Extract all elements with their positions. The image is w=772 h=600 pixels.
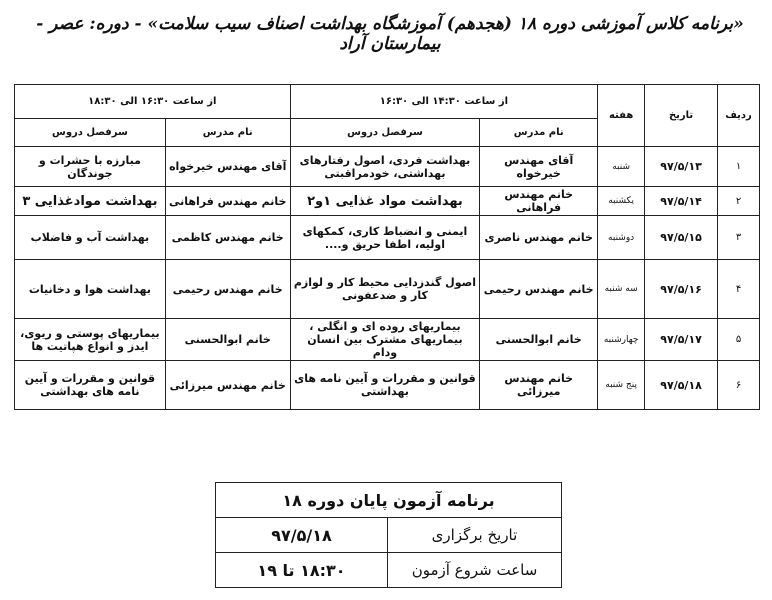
weekday-cell: دوشنبه bbox=[597, 215, 646, 260]
slot1-topic: قوانین و مقررات و آیین نامه های بهداشتی bbox=[289, 360, 481, 410]
table-row: ۳ ۹۷/۵/۱۵ دوشنبه خانم مهندس ناصری ایمنی و ان… bbox=[14, 215, 760, 260]
slot1-teacher: خانم مهندس فراهانی bbox=[479, 186, 599, 216]
weekday-cell: چهارشنبه bbox=[597, 318, 646, 361]
slot1-topic: بهداشت فردی، اصول رفتارهای بهداشتی، خودم… bbox=[289, 146, 481, 187]
table-row: ۲ ۹۷/۵/۱۴ یکشنبه خانم مهندس فراهانی بهداشت م… bbox=[14, 186, 760, 216]
row-number: ۴ bbox=[717, 259, 760, 319]
table-row: ۵ ۹۷/۵/۱۷ چهارشنبه خانم ابوالحسنی بیماریهای … bbox=[14, 318, 760, 361]
slot2-topic: بهداشت آب و فاضلاب bbox=[14, 215, 166, 260]
date-cell: ۹۷/۵/۱۷ bbox=[644, 318, 719, 361]
header-teacher: نام مدرس bbox=[479, 118, 599, 147]
row-number: ۶ bbox=[717, 360, 760, 410]
slot1-teacher: خانم مهندس رحیمی bbox=[479, 259, 599, 319]
schedule-table: ردیف تاریخ هفته از ساعت ۱۴:۳۰ الی ۱۶:۳۰ … bbox=[14, 84, 760, 410]
slot1-topic: اصول گندزدایی محیط کار و لوازم کار و ضدع… bbox=[289, 259, 481, 319]
header-weekday: هفته bbox=[597, 84, 646, 147]
date-cell: ۹۷/۵/۱۶ bbox=[644, 259, 719, 319]
date-cell: ۹۷/۵/۱۴ bbox=[644, 186, 719, 216]
exam-time: ۱۸:۳۰ تا ۱۹ bbox=[215, 552, 388, 588]
exam-time-label: ساعت شروع آزمون bbox=[387, 552, 562, 588]
row-number: ۳ bbox=[717, 215, 760, 260]
table-row: ۶ ۹۷/۵/۱۸ پنج شنبه خانم مهندس میرزائی قوانین… bbox=[14, 360, 760, 410]
slot2-teacher: خانم ابوالحسنی bbox=[164, 318, 291, 361]
slot2-teacher: خانم مهندس رحیمی bbox=[164, 259, 291, 319]
header-slot1: از ساعت ۱۴:۳۰ الی ۱۶:۳۰ bbox=[289, 84, 599, 119]
table-row: ۱ ۹۷/۵/۱۳ شنبه آقای مهندس خیرخواه بهداشت فرد… bbox=[14, 146, 760, 187]
slot2-topic: بیماریهای پوستی و ریوی، ایدز و انواع هپا… bbox=[14, 318, 166, 361]
slot2-topic: بهداشت موادغذایی ۳ bbox=[14, 186, 166, 216]
header-slot2: از ساعت ۱۶:۳۰ الی ۱۸:۳۰ bbox=[14, 84, 291, 119]
slot1-teacher: آقای مهندس خیرخواه bbox=[479, 146, 599, 187]
header-date: تاریخ bbox=[644, 84, 719, 147]
weekday-cell: پنج شنبه bbox=[597, 360, 646, 410]
header-row-number: ردیف bbox=[717, 84, 760, 147]
slot1-teacher: خانم مهندس میرزائی bbox=[479, 360, 599, 410]
slot2-topic: قوانین و مقررات و آیین نامه های بهداشتی bbox=[14, 360, 166, 410]
header-teacher: نام مدرس bbox=[164, 118, 291, 147]
slot2-topic: مبارزه با حشرات و جوندگان bbox=[14, 146, 166, 187]
date-cell: ۹۷/۵/۱۳ bbox=[644, 146, 719, 187]
header-topic: سرفصل دروس bbox=[289, 118, 481, 147]
exam-date: ۹۷/۵/۱۸ bbox=[215, 517, 388, 553]
slot1-teacher: خانم ابوالحسنی bbox=[479, 318, 599, 361]
table-row: ۴ ۹۷/۵/۱۶ سه شنبه خانم مهندس رحیمی اصول گندز… bbox=[14, 259, 760, 319]
slot2-teacher: خانم مهندس کاظمی bbox=[164, 215, 291, 260]
weekday-cell: شنبه bbox=[597, 146, 646, 187]
document-title: «برنامه کلاس آموزشی دوره ۱۸ (هجدهم) آموز… bbox=[36, 14, 744, 54]
exam-title: برنامه آزمون پایان دوره ۱۸ bbox=[215, 482, 562, 518]
slot1-topic: بهداشت مواد غذایی ۱و۲ bbox=[289, 186, 481, 216]
date-cell: ۹۷/۵/۱۸ bbox=[644, 360, 719, 410]
date-cell: ۹۷/۵/۱۵ bbox=[644, 215, 719, 260]
row-number: ۵ bbox=[717, 318, 760, 361]
row-number: ۱ bbox=[717, 146, 760, 187]
slot1-topic: بیماریهای روده ای و انگلی ، بیماریهای مش… bbox=[289, 318, 481, 361]
slot2-teacher: خانم مهندس فراهانی bbox=[164, 186, 291, 216]
slot2-teacher: خانم مهندس میرزائی bbox=[164, 360, 291, 410]
exam-date-label: تاریخ برگزاری bbox=[387, 517, 562, 553]
weekday-cell: سه شنبه bbox=[597, 259, 646, 319]
weekday-cell: یکشنبه bbox=[597, 186, 646, 216]
slot2-topic: بهداشت هوا و دخانیات bbox=[14, 259, 166, 319]
row-number: ۲ bbox=[717, 186, 760, 216]
exam-table: برنامه آزمون پایان دوره ۱۸ تاریخ برگزاری… bbox=[215, 482, 562, 588]
slot2-teacher: آقای مهندس خیرخواه bbox=[164, 146, 291, 187]
slot1-teacher: خانم مهندس ناصری bbox=[479, 215, 599, 260]
slot1-topic: ایمنی و انضباط کاری، کمکهای اولیه، اطفا … bbox=[289, 215, 481, 260]
header-topic: سرفصل دروس bbox=[14, 118, 166, 147]
